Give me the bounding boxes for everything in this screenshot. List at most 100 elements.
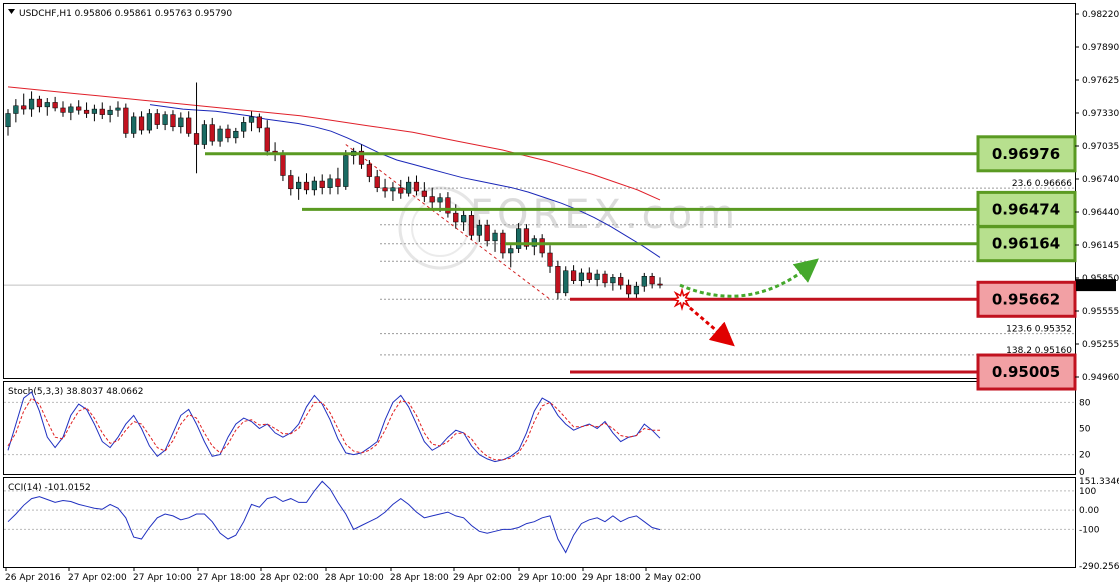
candle: [563, 266, 569, 297]
price-tick: 0.97625: [1082, 76, 1119, 86]
level-box: [976, 353, 1077, 391]
stoch-title: Stoch(5,3,3) 38.8037 48.0662: [8, 387, 143, 397]
candle-body-bull: [28, 98, 35, 110]
candle: [633, 281, 640, 300]
candle: [264, 120, 270, 156]
candle: [461, 208, 467, 231]
candle-body-bull: [461, 215, 467, 223]
candle: [123, 103, 129, 138]
candle-body-bull: [492, 232, 498, 242]
candle: [319, 174, 325, 195]
candle-body-bull: [241, 122, 247, 132]
candle-body-bull: [178, 117, 184, 128]
cci-tick: 100: [1079, 487, 1096, 497]
candle-body-bear: [225, 128, 231, 139]
current-price-label: 0.95790: [1079, 281, 1116, 291]
candle: [468, 210, 475, 240]
time-tick: 26 Apr 2016: [5, 573, 61, 583]
candle: [484, 219, 490, 247]
candle-body-bear: [366, 164, 372, 177]
candle-body-bull: [311, 180, 317, 191]
candle: [421, 182, 427, 203]
fib-label: 123.6 0.95352: [1006, 325, 1072, 335]
candle-body-bear: [154, 113, 160, 125]
candle: [547, 245, 553, 273]
price-tick: 0.94960: [1082, 373, 1119, 383]
candle: [296, 176, 302, 200]
candle-body-bull: [233, 130, 239, 139]
candle: [13, 99, 19, 123]
candle: [186, 111, 192, 137]
level-label: 0.96474: [992, 200, 1060, 218]
candle-body-bull: [91, 108, 98, 114]
candle-body-bear: [421, 190, 427, 197]
candle-body-bull: [476, 225, 482, 236]
candle: [343, 150, 349, 190]
candle-body-bear: [539, 238, 545, 254]
candle: [586, 267, 592, 283]
candle: [406, 176, 412, 197]
candle-body-bull: [68, 106, 74, 113]
candle: [91, 104, 98, 122]
candle-body-bull: [115, 107, 121, 111]
level-box: [976, 280, 1077, 318]
stoch-tick: 50: [1079, 425, 1091, 435]
candle-body-bull: [343, 155, 349, 187]
candle-body-bear: [625, 284, 632, 295]
bullish-arrow: [679, 258, 819, 298]
candle-body-bull: [217, 128, 223, 142]
candle-body-bear: [36, 98, 43, 108]
candle-body-bear: [586, 272, 592, 280]
candle: [657, 277, 663, 289]
candle-body-bear: [280, 154, 286, 176]
candle-body-bear: [138, 116, 145, 131]
cci-tick: 0.00: [1079, 506, 1099, 516]
candle-body-bear: [76, 106, 82, 111]
candle: [178, 112, 184, 134]
candle-body-bear: [83, 109, 90, 114]
candle-body-bear: [555, 266, 561, 294]
header-arrow-icon: [8, 9, 15, 14]
candle-body-bear: [335, 178, 341, 187]
candle-body-bear: [99, 108, 105, 115]
price-tick: 0.97035: [1082, 142, 1119, 152]
candle-body-bull: [610, 277, 616, 284]
price-tick: 0.96145: [1082, 241, 1119, 251]
candle: [225, 124, 231, 143]
candle-body-bear: [264, 127, 270, 152]
level-label: 0.95005: [992, 363, 1060, 381]
candle-body-bear: [602, 273, 608, 284]
candle: [76, 100, 82, 115]
candle: [515, 223, 522, 253]
candle: [217, 125, 223, 147]
candle: [162, 111, 168, 131]
time-tick: 28 Apr 18:00: [390, 573, 449, 583]
candle-body-bull: [131, 116, 137, 134]
candle: [523, 224, 530, 250]
candle-body-bear: [319, 180, 325, 188]
candle: [52, 96, 58, 112]
candle: [641, 272, 647, 292]
time-tick: 28 Apr 02:00: [260, 573, 319, 583]
price-tick: 0.97890: [1082, 43, 1119, 53]
candle-body-bull: [107, 109, 113, 115]
candle-body-bear: [398, 187, 404, 194]
watermark-text: FOREX.com: [470, 192, 739, 238]
candle-body-bull: [327, 178, 333, 188]
candle-body-bear: [256, 116, 262, 129]
cci-tick: 151.3346: [1079, 477, 1119, 487]
level-box: [976, 225, 1077, 263]
price-tick: 0.95255: [1082, 340, 1119, 350]
candle: [374, 169, 380, 193]
candle: [618, 272, 624, 290]
candle: [83, 102, 90, 118]
stoch-signal-line: [7, 397, 660, 461]
cci-tick: -100: [1079, 525, 1100, 535]
candle: [610, 274, 616, 291]
candle-body-bear: [649, 276, 655, 285]
candle: [154, 109, 160, 129]
candle: [398, 179, 404, 199]
cci-title: CCI(14) -101.0152: [8, 483, 91, 493]
candle-body-bear: [445, 197, 451, 214]
